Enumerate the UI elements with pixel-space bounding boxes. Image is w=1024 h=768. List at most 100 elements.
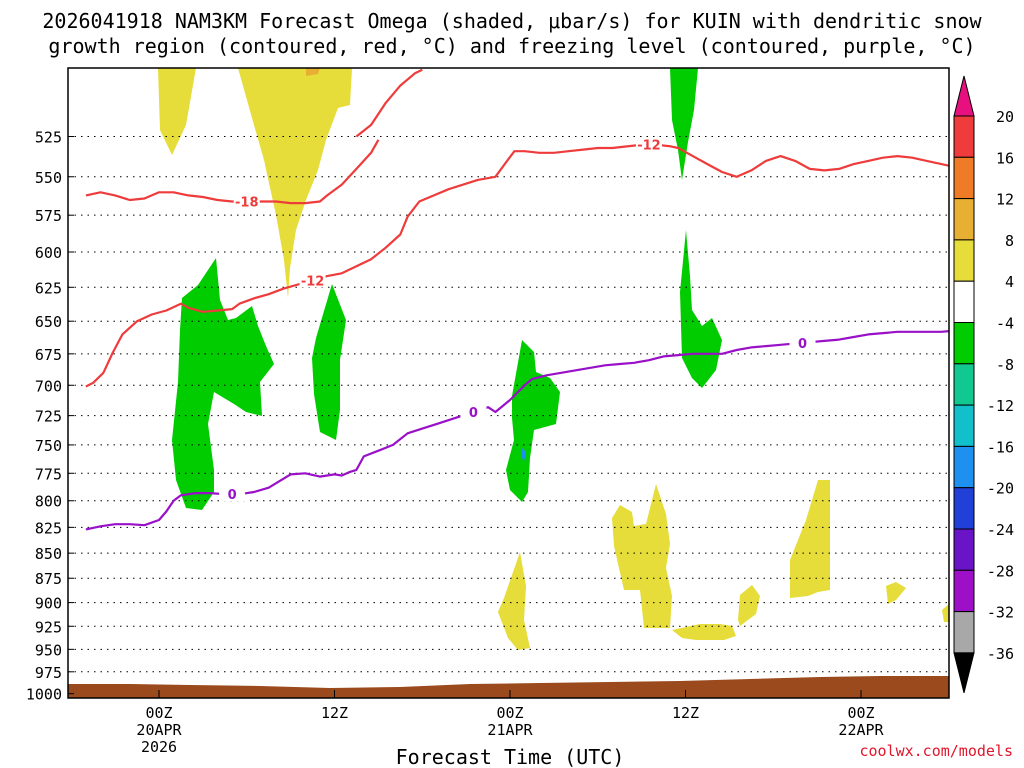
omega-yellow-region [790,480,830,598]
colorbar-label: -16 [987,438,1014,456]
colorbar-top-arrow [953,75,975,117]
colorbar-swatch [953,198,975,241]
omega-green-region [312,284,346,440]
colorbar-label: 12 [996,191,1014,209]
x-tick-label: 00Z [145,704,172,722]
plot-frame [67,67,950,699]
colorbar-swatch [953,156,975,200]
contour-label-bg [789,335,816,350]
colorbar-label: 20 [996,108,1014,126]
colorbar-swatch [953,528,975,571]
omega-green-region [172,258,274,510]
credit-text: coolwx.com/models [859,742,1013,760]
y-tick-label: 950 [35,641,62,659]
omega-green-region [506,340,560,502]
omega-yellow-region [738,585,760,626]
colorbar-swatch [953,280,975,324]
x-tick-label: 00Z [847,704,874,722]
x-tick-label: 2026 [141,738,177,756]
colorbar-swatch [953,569,975,613]
contour--18C [85,139,380,205]
colorbar-swatch [953,487,975,530]
x-tick-label: 12Z [321,704,348,722]
omega-shading-positive [158,68,949,650]
x-tick-label: 21APR [487,721,533,739]
colorbar: 20 16 12 8 4 -4 -8 -12 -16 -20 -24 -28 -32 -36 [953,75,1014,694]
y-tick-label: 975 [35,664,62,682]
contour-label-bg [219,487,246,502]
x-tick-label: 00Z [496,704,523,722]
omega-yellow-region [238,68,352,298]
terrain-fill [68,676,949,698]
x-tick-label: 22APR [838,721,884,739]
y-tick-label: 525 [35,129,62,147]
omega-yellow-region [942,604,949,622]
colorbar-label: -8 [996,356,1014,374]
y-tick-label: 1000 [26,686,62,704]
y-tick-label: 675 [35,346,62,364]
colorbar-swatch [953,363,975,406]
contour-label: -12 [301,274,325,289]
y-tick-label: 550 [35,169,62,187]
colorbar-swatch [953,404,975,447]
y-tick-label: 625 [35,279,62,297]
contour-label: 0 [228,488,237,503]
omega-yellow-region [672,624,736,640]
colorbar-swatch [953,115,975,158]
colorbar-swatch [953,239,975,282]
colorbar-bottom-arrow [953,652,975,694]
colorbar-label: -12 [987,397,1014,415]
x-tick-label: 12Z [672,704,699,722]
colorbar-swatch [953,611,975,654]
colorbar-label: 8 [1005,232,1014,250]
y-tick-label: 700 [35,377,62,395]
omega-green-region [670,68,698,180]
omega-blue-spot [521,448,526,462]
contour-label-bg [299,273,326,288]
contour--12C [85,143,949,388]
colorbar-swatch [953,322,975,365]
y-tick-label: 600 [35,244,62,262]
chart-title-line2: growth region (contoured, red, °C) and f… [48,34,975,58]
colorbar-label: -32 [987,604,1014,622]
contour-lines: -12 -12 -18 0 0 0 [85,68,949,531]
colorbar-swatch [953,445,975,489]
omega-yellow-region [612,484,672,628]
omega-shading-negative [172,68,722,510]
omega-yellow-region [886,582,906,604]
y-tick-label: 575 [35,207,62,225]
y-tick-label: 925 [35,618,62,636]
contour-label-bg [635,137,662,152]
colorbar-label: -24 [987,521,1014,539]
colorbar-label: -36 [987,645,1014,663]
chart-title-line1: 2026041918 NAM3KM Forecast Omega (shaded… [42,9,982,33]
omega-green-region [680,230,722,388]
y-tick-label: 825 [35,519,62,537]
colorbar-label: 4 [1005,273,1014,291]
y-tick-label: 900 [35,595,62,613]
omega-orange-region [306,68,320,76]
contour-label: -12 [637,139,661,154]
contour-label: -18 [235,196,259,211]
x-tick-label: 20APR [136,721,182,739]
y-tick-label: 750 [35,437,62,455]
y-tick-label: 650 [35,313,62,331]
y-tick-label: 800 [35,493,62,511]
omega-yellow-region [498,552,530,650]
colorbar-label: -20 [987,480,1014,498]
y-tick-label: 775 [35,465,62,483]
colorbar-label: -4 [996,315,1014,333]
contour-label: 0 [469,406,478,421]
y-tick-label: 850 [35,545,62,563]
colorbar-label: -28 [987,562,1014,580]
contour-label: 0 [798,337,807,352]
x-axis-label: Forecast Time (UTC) [396,745,625,768]
contour-label-bg [233,194,260,209]
omega-yellow-region [158,68,196,155]
colorbar-label: 16 [996,149,1014,167]
y-tick-label: 725 [35,408,62,426]
y-axis: 525 550 575 600 625 650 675 700 725 750 775 800 825 8… [26,129,74,704]
contour--12C-upper [355,68,423,138]
